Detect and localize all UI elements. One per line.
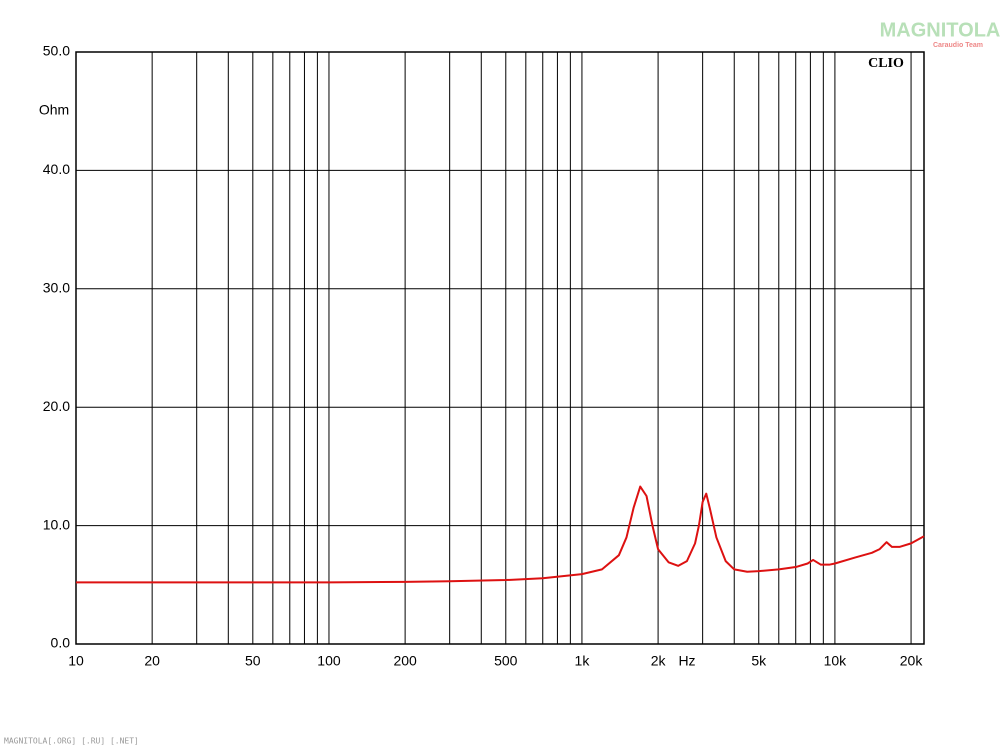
y-tick-label: 40.0 bbox=[43, 161, 70, 177]
x-tick-label: 200 bbox=[393, 653, 417, 669]
clio-label: CLIO bbox=[868, 56, 904, 71]
x-tick-label: 20 bbox=[144, 653, 160, 669]
x-tick-label: 1k bbox=[575, 653, 591, 669]
y-tick-label: 50.0 bbox=[43, 43, 70, 59]
x-axis-label: Hz bbox=[678, 653, 695, 669]
y-tick-label: 20.0 bbox=[43, 398, 70, 414]
x-tick-label: 10k bbox=[824, 653, 848, 669]
x-tick-label: 10 bbox=[68, 653, 84, 669]
footer: MAGNITOLA[.ORG] [.RU] [.NET] bbox=[4, 737, 139, 746]
y-tick-label: 0.0 bbox=[51, 635, 71, 651]
x-tick-label: 20k bbox=[900, 653, 924, 669]
y-axis-label: Ohm bbox=[39, 102, 69, 118]
watermark-subtitle: Caraudio Team bbox=[933, 42, 983, 49]
impedance-line bbox=[76, 485, 925, 584]
x-tick-label: 2k bbox=[651, 653, 667, 669]
y-tick-label: 30.0 bbox=[43, 280, 70, 296]
x-tick-label: 50 bbox=[245, 653, 261, 669]
x-tick-label: 500 bbox=[494, 653, 518, 669]
watermark-title: MAGNITOLA bbox=[880, 19, 1000, 41]
y-tick-label: 10.0 bbox=[43, 516, 70, 532]
plot-area bbox=[75, 51, 925, 645]
x-tick-label: 100 bbox=[317, 653, 341, 669]
x-tick-label: 5k bbox=[751, 653, 767, 669]
